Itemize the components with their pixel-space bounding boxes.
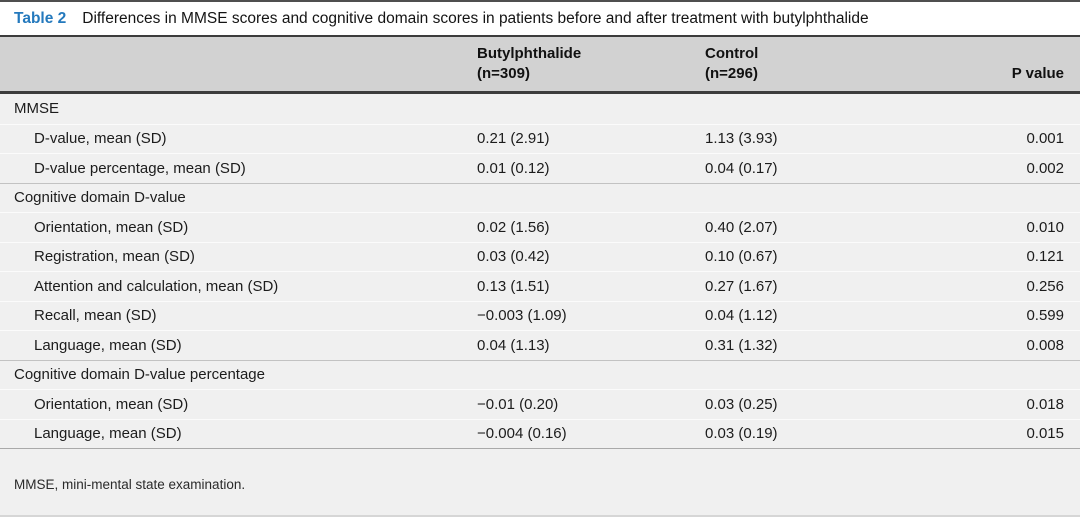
table-row: Registration, mean (SD) 0.03 (0.42) 0.10… <box>0 241 1080 272</box>
column-header-pvalue: P value <box>1011 64 1064 82</box>
butylphthalide-value: 0.04 (1.13) <box>477 336 550 354</box>
table-row: D-value, mean (SD) 0.21 (2.91) 1.13 (3.9… <box>0 123 1080 154</box>
p-value: 0.121 <box>1026 248 1064 266</box>
top-border-rule <box>0 0 1080 2</box>
section-label: Cognitive domain D-value <box>14 189 186 207</box>
control-value: 0.40 (2.07) <box>705 218 778 236</box>
butylphthalide-group-n: (n=309) <box>477 64 530 82</box>
section-row-mmse: MMSE <box>0 94 1080 124</box>
butylphthalide-value: −0.01 (0.20) <box>477 395 559 413</box>
table-caption: Table 2 Differences in MMSE scores and c… <box>0 2 1080 35</box>
caption-divider-rule <box>0 35 1080 37</box>
control-value: 0.04 (0.17) <box>705 159 778 177</box>
control-value: 1.13 (3.93) <box>705 130 778 148</box>
row-label: Orientation, mean (SD) <box>34 218 189 236</box>
control-value: 0.10 (0.67) <box>705 248 778 266</box>
butylphthalide-value: −0.003 (1.09) <box>477 307 567 325</box>
p-value: 0.010 <box>1026 218 1064 236</box>
control-value: 0.03 (0.19) <box>705 425 778 443</box>
control-group-name: Control <box>705 44 759 62</box>
table-body: MMSE D-value, mean (SD) 0.21 (2.91) 1.13… <box>0 94 1080 448</box>
table-title: Differences in MMSE scores and cognitive… <box>82 9 869 27</box>
butylphthalide-value: 0.21 (2.91) <box>477 130 550 148</box>
butylphthalide-group-name: Butylphthalide <box>477 44 582 62</box>
row-label: D-value, mean (SD) <box>34 130 167 148</box>
section-row-cognitive-domain-d-value: Cognitive domain D-value <box>0 182 1080 213</box>
p-value: 0.015 <box>1026 425 1064 443</box>
table-header-row: Butylphthalide (n=309) Control (n=296) P… <box>0 37 1080 91</box>
body-footer-divider-rule <box>0 448 1080 449</box>
table-row: Orientation, mean (SD) −0.01 (0.20) 0.03… <box>0 389 1080 419</box>
table-footnote: MMSE, mini-mental state examination. <box>0 449 1080 515</box>
butylphthalide-value: 0.13 (1.51) <box>477 277 550 295</box>
row-label: Language, mean (SD) <box>34 425 182 443</box>
p-value: 0.001 <box>1026 130 1064 148</box>
row-label: Recall, mean (SD) <box>34 307 157 325</box>
column-header-control: Control (n=296) <box>705 44 934 85</box>
column-header-butylphthalide: Butylphthalide (n=309) <box>477 44 705 85</box>
p-value: 0.599 <box>1026 307 1064 325</box>
butylphthalide-value: 0.02 (1.56) <box>477 218 550 236</box>
bottom-border-rule <box>0 515 1080 517</box>
table-row: Language, mean (SD) 0.04 (1.13) 0.31 (1.… <box>0 330 1080 360</box>
p-value: 0.018 <box>1026 395 1064 413</box>
row-label: D-value percentage, mean (SD) <box>34 159 246 177</box>
table-row: Attention and calculation, mean (SD) 0.1… <box>0 271 1080 301</box>
control-value: 0.03 (0.25) <box>705 395 778 413</box>
section-label: MMSE <box>14 100 59 118</box>
row-label: Language, mean (SD) <box>34 336 182 354</box>
p-value: 0.002 <box>1026 159 1064 177</box>
table-row: Orientation, mean (SD) 0.02 (1.56) 0.40 … <box>0 212 1080 242</box>
row-label: Registration, mean (SD) <box>34 248 195 266</box>
row-label: Attention and calculation, mean (SD) <box>34 277 279 295</box>
section-label: Cognitive domain D-value percentage <box>14 366 265 384</box>
control-group-n: (n=296) <box>705 64 758 82</box>
p-value: 0.256 <box>1026 277 1064 295</box>
table-label: Table 2 <box>14 9 67 27</box>
table-row: Language, mean (SD) −0.004 (0.16) 0.03 (… <box>0 418 1080 449</box>
butylphthalide-value: 0.01 (0.12) <box>477 159 550 177</box>
control-value: 0.04 (1.12) <box>705 307 778 325</box>
p-value: 0.008 <box>1026 336 1064 354</box>
butylphthalide-value: 0.03 (0.42) <box>477 248 550 266</box>
table-row: Recall, mean (SD) −0.003 (1.09) 0.04 (1.… <box>0 300 1080 331</box>
header-divider-rule <box>0 91 1080 94</box>
butylphthalide-value: −0.004 (0.16) <box>477 425 567 443</box>
control-value: 0.31 (1.32) <box>705 336 778 354</box>
control-value: 0.27 (1.67) <box>705 277 778 295</box>
section-row-cognitive-domain-d-value-percentage: Cognitive domain D-value percentage <box>0 359 1080 390</box>
row-label: Orientation, mean (SD) <box>34 395 189 413</box>
table-row: D-value percentage, mean (SD) 0.01 (0.12… <box>0 153 1080 183</box>
